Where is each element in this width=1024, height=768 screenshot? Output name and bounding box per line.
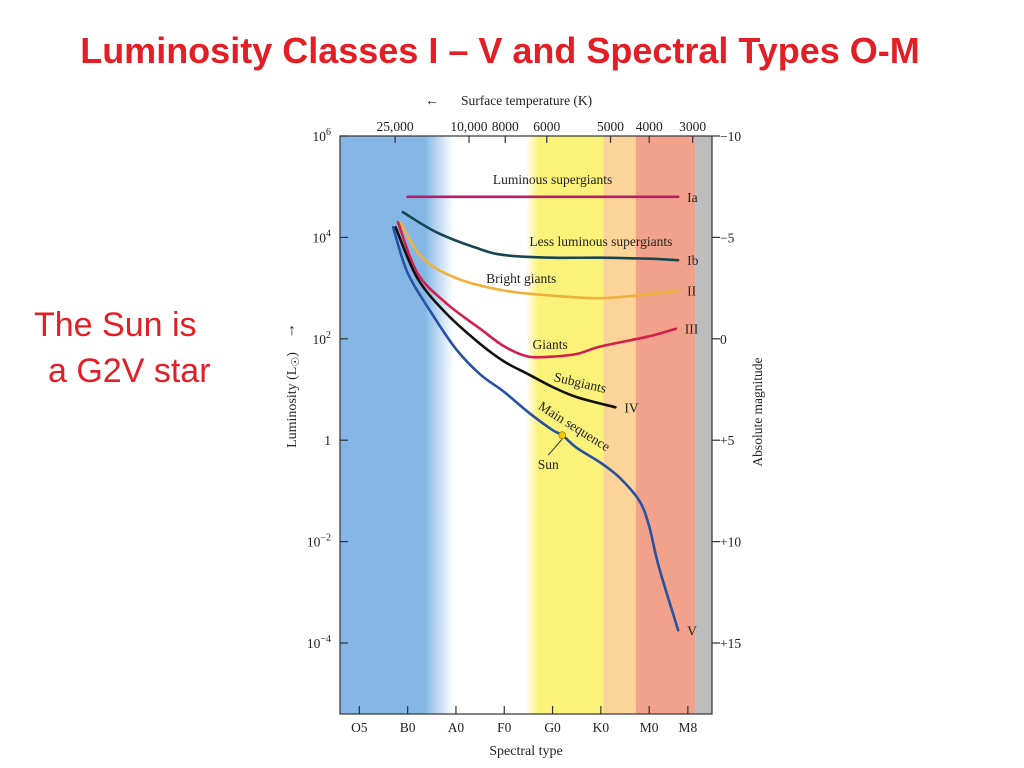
band-m — [635, 136, 696, 714]
top-tick-label: 25,000 — [377, 119, 414, 134]
class-label-ia: Ia — [687, 190, 698, 205]
y-tick-label: 106 — [313, 127, 332, 144]
plot-border — [339, 135, 713, 715]
sun-leader-line — [547, 438, 563, 456]
curve-giants — [396, 220, 678, 359]
x-tick-label: O5 — [351, 720, 368, 735]
mag-tick-label: −10 — [720, 129, 741, 144]
top-tick-label: 6000 — [533, 119, 560, 134]
top-tick-label: 8000 — [492, 119, 519, 134]
y-tick-label: 1 — [324, 433, 331, 448]
mag-tick-label: +5 — [720, 433, 735, 448]
spectral-color-bands — [340, 136, 712, 714]
x-tick-label: A0 — [448, 720, 465, 735]
x-tick-label: B0 — [400, 720, 416, 735]
plot-frame — [339, 135, 720, 715]
y-axis-label: Luminosity (L☉) — [285, 352, 302, 448]
top-tick-label: 4000 — [636, 119, 663, 134]
x-tick-label: K0 — [593, 720, 610, 735]
top-tick-label: 3000 — [679, 119, 706, 134]
mag-tick-label: 0 — [720, 332, 727, 347]
curve-bright-giants — [399, 220, 680, 300]
class-label-iv: IV — [624, 400, 638, 415]
curve-main-sequence — [391, 226, 680, 632]
curve-name-label: Bright giants — [486, 271, 556, 286]
sun-note-line-1: The Sun is — [34, 306, 197, 344]
x-tick-label: M8 — [678, 720, 697, 735]
y-tick-label: 10−4 — [307, 634, 331, 651]
y-tick-label: 104 — [313, 228, 332, 245]
luminosity-class-curves — [391, 195, 680, 632]
curve-subgiants — [394, 226, 617, 409]
band-blend-b-a — [424, 136, 454, 714]
mag-tick-label: −5 — [720, 230, 735, 245]
x-tick-label: G0 — [544, 720, 561, 735]
band-k — [603, 136, 636, 714]
mag-tick-label: +10 — [720, 535, 741, 550]
y-tick-label: 102 — [313, 330, 332, 347]
sun-note-line-2: a G2V star — [48, 352, 211, 390]
mag-tick-label: +15 — [720, 636, 741, 651]
y-axis-arrow: ↑ — [288, 322, 296, 339]
band-blend-f-g — [526, 136, 539, 714]
top-axis-arrow: ← — [425, 94, 439, 109]
slide-title: Luminosity Classes I – V and Spectral Ty… — [80, 30, 920, 71]
band-beyond — [695, 136, 712, 714]
x-tick-label: F0 — [497, 720, 512, 735]
band-a-f — [446, 136, 534, 714]
sun-note: The Sun is a G2V star — [34, 302, 284, 394]
top-axis-label: Surface temperature (K) — [461, 93, 592, 108]
sun-label: Sun — [538, 457, 559, 472]
curve-less-luminous-supergiants — [401, 210, 680, 262]
top-tick-label: 10,000 — [450, 119, 487, 134]
x-tick-label: M0 — [640, 720, 659, 735]
top-tick-label: 5000 — [597, 119, 624, 134]
curve-name-label: Luminous supergiants — [493, 172, 612, 187]
class-label-ii: II — [687, 284, 696, 299]
y-tick-label: 10−2 — [307, 533, 331, 550]
class-label-ib: Ib — [687, 253, 698, 268]
curve-name-label: Giants — [533, 337, 568, 352]
class-label-v: V — [687, 623, 697, 638]
class-label-iii: III — [685, 322, 699, 337]
sun-marker — [558, 431, 567, 439]
curve-name-label: Less luminous supergiants — [529, 234, 672, 249]
x-axis-label: Spectral type — [489, 744, 562, 759]
right-axis-label: Absolute magnitude — [750, 357, 765, 466]
